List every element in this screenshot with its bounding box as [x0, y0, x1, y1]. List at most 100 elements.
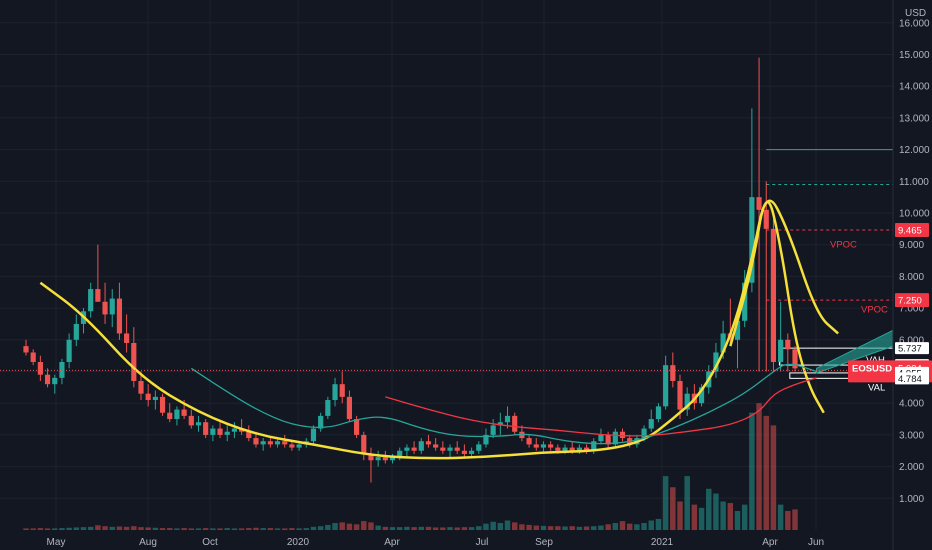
volume-bar [504, 520, 511, 530]
candle [425, 434, 432, 448]
candle [102, 282, 108, 324]
candle-body [583, 447, 590, 451]
annotation-label: VPOC [830, 240, 857, 251]
y-tick-label: 15.000 [899, 50, 930, 61]
volume-bar [792, 509, 798, 530]
volume-bar [576, 526, 583, 530]
volume-bar [411, 527, 417, 530]
volume-bar [555, 526, 561, 530]
candle [88, 282, 94, 318]
volume-bar [195, 528, 202, 530]
candle [289, 441, 295, 451]
candle-body [217, 428, 223, 435]
volume-bar [159, 528, 166, 530]
candle [583, 444, 590, 454]
volume-bar [490, 521, 496, 530]
volume-bar [612, 523, 619, 530]
candle [469, 447, 475, 458]
candle [59, 358, 65, 385]
candle-body [742, 282, 748, 321]
candle-body [670, 365, 676, 382]
price-tag: 7.250 [895, 293, 929, 308]
volume-bar [526, 524, 532, 530]
volume-bar [418, 526, 425, 530]
volume-bar [461, 527, 468, 530]
candle [447, 444, 453, 458]
volume-bar [540, 525, 547, 530]
volume-bar [770, 425, 777, 530]
symbol-label: EOSUSD [852, 363, 892, 374]
volume-bar [325, 524, 331, 530]
candle-body [124, 333, 130, 343]
volume-bar [353, 524, 360, 530]
volume-bar [483, 523, 489, 530]
candle [454, 441, 460, 454]
candle-body [663, 365, 669, 407]
candle [375, 450, 381, 467]
candle [131, 327, 137, 388]
volume-bar [210, 528, 216, 530]
candle-body [677, 381, 683, 410]
candle-body [296, 444, 302, 448]
candle-body [30, 352, 36, 362]
candle [339, 371, 345, 404]
candle [361, 431, 367, 461]
candle [655, 403, 662, 423]
volume-bar [73, 527, 80, 530]
candle-body [504, 415, 511, 423]
volume-bar [583, 526, 590, 530]
volume-bar [181, 528, 187, 530]
volume-bar [66, 527, 72, 530]
candle-body [397, 450, 403, 458]
candle-body [778, 339, 784, 362]
volume-bar [123, 526, 130, 530]
candle [124, 314, 130, 353]
y-tick-label: 10.000 [899, 209, 930, 220]
candle-body [375, 457, 381, 461]
candle-body [698, 387, 705, 404]
volume-bar [30, 528, 36, 530]
candle [612, 428, 618, 448]
volume-bar [749, 412, 755, 530]
candle-body [454, 447, 460, 451]
y-tick-label: 3.000 [899, 430, 924, 441]
candle [476, 441, 482, 454]
volume-bar [734, 510, 741, 530]
candle-body [44, 374, 51, 385]
candle [210, 425, 216, 442]
candle-body [713, 352, 719, 372]
series-line [385, 377, 817, 437]
volume-bar [274, 528, 281, 530]
volume-bar [217, 528, 223, 530]
y-tick-label: 6.000 [899, 335, 924, 346]
candle [698, 384, 705, 407]
candle [648, 409, 654, 432]
candle [318, 412, 324, 432]
volume-bar [598, 525, 604, 530]
volume-bar [720, 501, 726, 530]
candle [310, 425, 317, 445]
candle [116, 282, 123, 340]
annotation-label: VPOC [861, 305, 888, 316]
candle-body [605, 434, 611, 445]
candle-body [152, 396, 158, 401]
candle [174, 406, 180, 426]
volume-bar [23, 528, 29, 530]
candle [785, 333, 791, 372]
y-tick-label: 16.000 [899, 18, 930, 29]
candle-body [282, 441, 288, 445]
candle-body [562, 447, 568, 451]
candle [260, 438, 266, 451]
volume-bar [454, 527, 460, 530]
volume-bar [670, 487, 676, 530]
candle-body [785, 339, 791, 350]
y-tick-label: 1.000 [899, 494, 924, 505]
candle-body [95, 289, 101, 302]
candle [325, 396, 331, 420]
candle-body [540, 444, 547, 448]
candle-body [131, 342, 137, 382]
annotation-label: VAH [866, 355, 885, 366]
volume-bar [626, 523, 633, 530]
candle [167, 403, 173, 423]
